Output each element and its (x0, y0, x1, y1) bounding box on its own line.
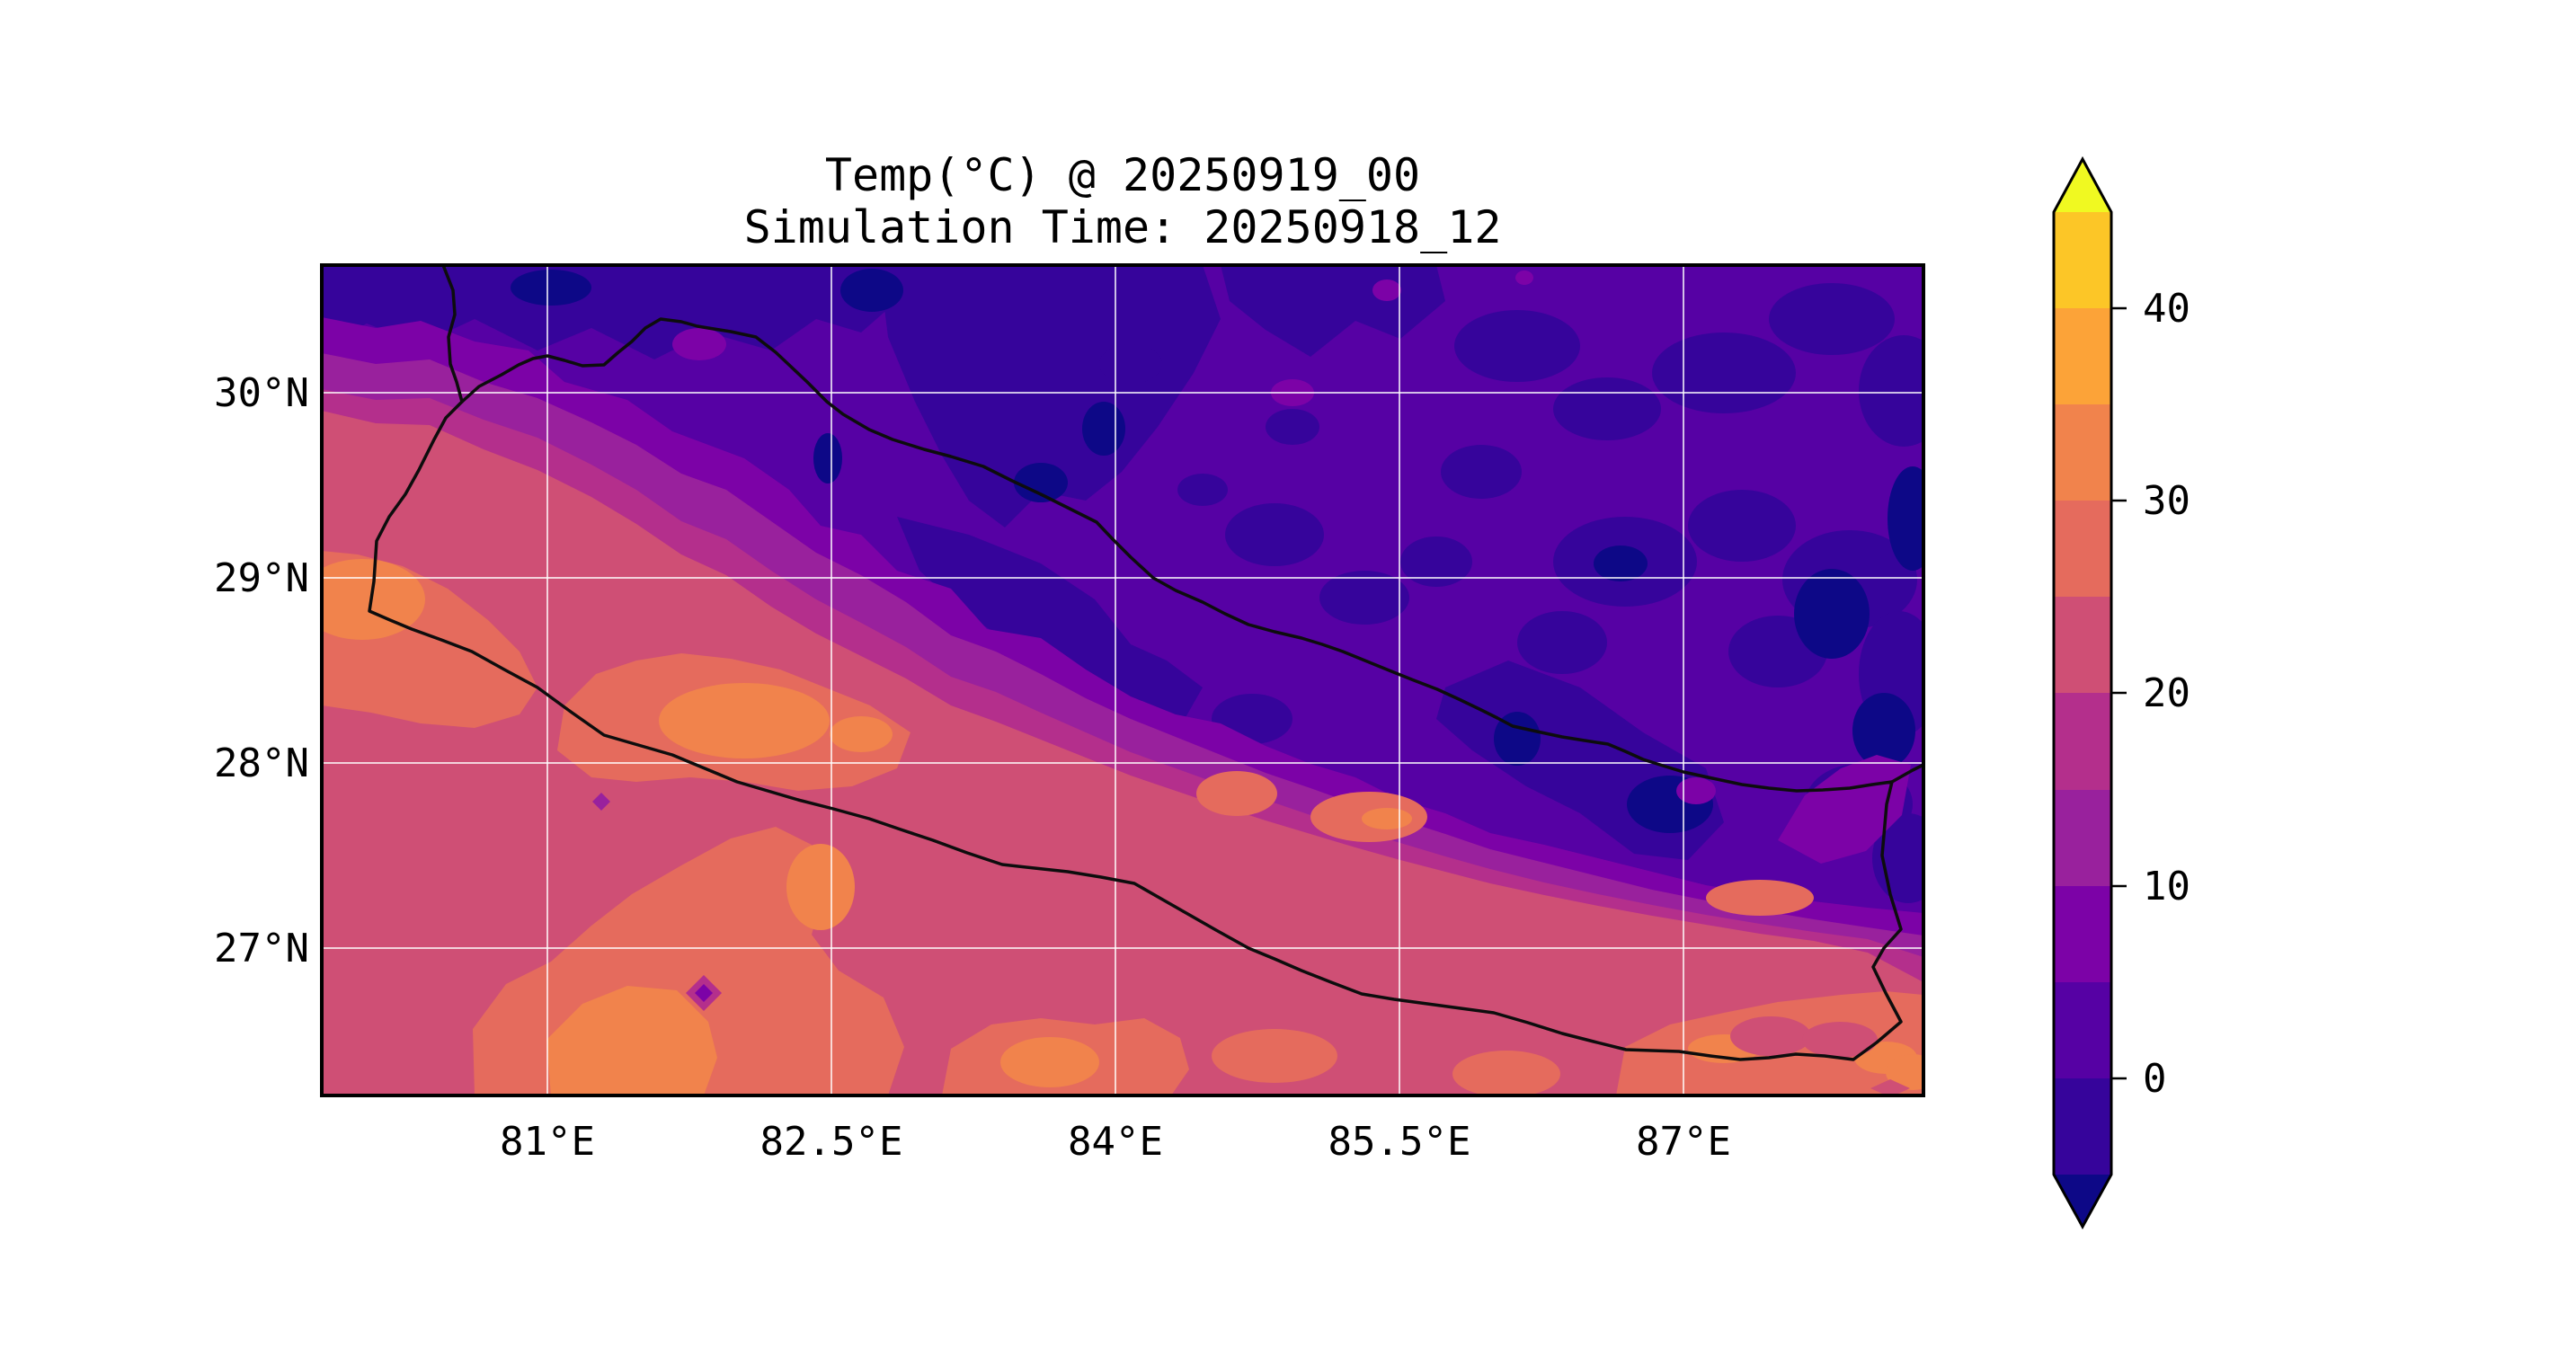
contour-blob (659, 683, 830, 758)
contour-blob (546, 986, 717, 1095)
contour-blob (1014, 463, 1068, 502)
x-tick-84e: 84°E (1068, 1119, 1163, 1165)
contour-blob (1888, 466, 1923, 571)
contour-blob (1886, 1054, 1923, 1090)
colorbar-band-m5-0 (2054, 1078, 2111, 1175)
colorbar-band-5-10 (2054, 886, 2111, 982)
contour-blob (695, 984, 713, 1002)
colorbar-band-0-5 (2054, 982, 2111, 1078)
contour-blob (1494, 712, 1541, 766)
contour-blob (1688, 490, 1796, 562)
colorbar-band-20-25 (2054, 597, 2111, 693)
contour-blob (1852, 693, 1915, 768)
contour-blob (1778, 755, 1911, 864)
contour-blob (1859, 335, 1923, 447)
colorbar-band-10-15 (2054, 790, 2111, 886)
contour-blob (1362, 808, 1412, 829)
contour-blob (1553, 377, 1661, 440)
x-tick-82p5e: 82.5°E (760, 1119, 903, 1165)
colorbar-label-30: 30 (2143, 478, 2190, 524)
contour-blob (1730, 1016, 1811, 1056)
x-tick-81e: 81°E (500, 1119, 595, 1165)
colorbar-label-10: 10 (2143, 864, 2190, 909)
contour-blob (1177, 474, 1228, 506)
x-tick-87e: 87°E (1636, 1119, 1731, 1165)
contour-blob (1515, 270, 1533, 285)
contour-blob (1769, 283, 1895, 355)
colorbar-band-25-30 (2054, 501, 2111, 597)
band-5-10-details (672, 270, 1911, 864)
micro-anomalies (592, 793, 722, 1011)
contour-blob (840, 269, 903, 312)
x-axis-labels: 81°E 82.5°E 84°E 85.5°E 87°E (500, 1119, 1731, 1165)
contour-blob (1794, 569, 1870, 659)
contour-blob (1441, 445, 1522, 499)
contour-blob (1372, 279, 1401, 301)
nepal-border (368, 265, 1923, 1061)
contour-blob (1196, 771, 1277, 816)
border-segment-ne (1890, 763, 1923, 784)
contour-blob (1225, 503, 1324, 566)
contour-blob (592, 793, 610, 811)
contour-blob (1517, 611, 1607, 674)
contour-blob (813, 433, 842, 483)
band-20-25-details (1730, 1016, 1910, 1095)
contour-blob (830, 716, 893, 752)
contour-blob (1082, 402, 1125, 456)
contour-blob (1452, 1051, 1560, 1095)
contour-blob (322, 559, 425, 640)
nepal-border-loop (368, 317, 1903, 1061)
band-under-layer (511, 269, 1923, 833)
colorbar-band-40-45 (2054, 212, 2111, 308)
colorbar-tick-labels: 40 30 20 10 0 (2143, 286, 2190, 1102)
colorbar-ticks (2111, 306, 2127, 1080)
colorbar-over-arrow (2054, 159, 2111, 212)
y-tick-30n: 30°N (214, 370, 309, 416)
contour-blob (1706, 880, 1814, 916)
contour-blob (786, 844, 855, 930)
axes-frame (320, 263, 1925, 1097)
band-30-35-layer (322, 559, 1923, 1095)
contour-blob (1400, 537, 1472, 587)
colorbar-under-arrow (2054, 1175, 2111, 1227)
colorbar-band-15-20 (2054, 693, 2111, 790)
colorbar-label-40: 40 (2143, 286, 2190, 332)
y-tick-29n: 29°N (214, 555, 309, 601)
border-segment-nw (441, 265, 464, 404)
y-axis-labels: 30°N 29°N 28°N 27°N (214, 370, 309, 971)
colorbar-band-30-35 (2054, 404, 2111, 501)
contour-blob (1594, 545, 1648, 581)
contour-blob (511, 270, 591, 306)
contour-blob (1319, 571, 1409, 625)
contour-blob (672, 328, 726, 360)
plot-subtitle: Simulation Time: 20250918_12 (744, 201, 1502, 253)
plot-title: Temp(°C) @ 20250919_00 (825, 149, 1420, 201)
colorbar-label-0: 0 (2143, 1056, 2167, 1102)
contour-blob (1676, 777, 1716, 804)
contour-map (322, 265, 1923, 1095)
colorbar-band-35-40 (2054, 308, 2111, 404)
colorbar: 40 30 20 10 0 (2052, 155, 2190, 1230)
contour-blob (1454, 310, 1580, 382)
contour-blob (897, 517, 1203, 719)
y-tick-27n: 27°N (214, 926, 309, 971)
contour-blob (1802, 1022, 1878, 1058)
colorbar-outline (2052, 155, 2113, 1230)
x-tick-85p5e: 85.5°E (1328, 1119, 1471, 1165)
contour-blob (1870, 1079, 1910, 1095)
contour-blob (1099, 344, 1162, 384)
contour-blob (1000, 1037, 1099, 1087)
contour-blob (1652, 333, 1796, 413)
colorbar-label-20: 20 (2143, 670, 2190, 716)
contour-blob (1266, 409, 1319, 445)
contour-blob (1212, 1029, 1337, 1083)
y-tick-28n: 28°N (214, 741, 309, 786)
